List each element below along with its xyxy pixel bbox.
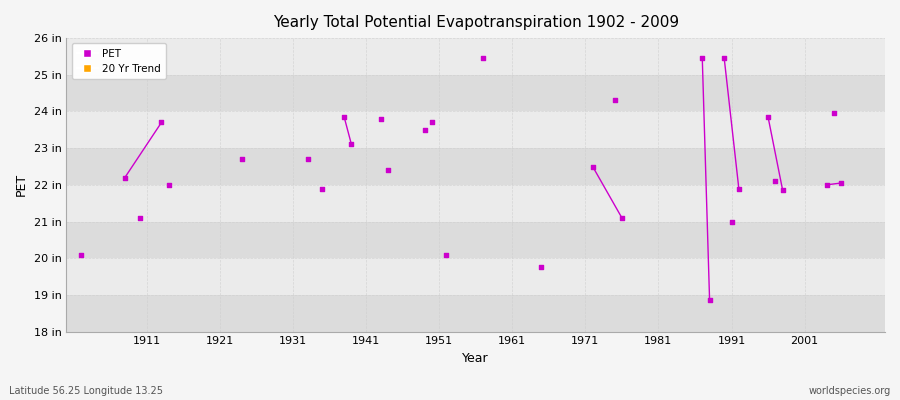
Text: worldspecies.org: worldspecies.org xyxy=(809,386,891,396)
Bar xyxy=(67,38,885,75)
Point xyxy=(608,97,622,104)
Point xyxy=(315,185,329,192)
Bar xyxy=(67,148,885,185)
Point xyxy=(74,251,88,258)
Point xyxy=(154,119,168,126)
Legend: PET, 20 Yr Trend: PET, 20 Yr Trend xyxy=(72,43,166,79)
Text: Latitude 56.25 Longitude 13.25: Latitude 56.25 Longitude 13.25 xyxy=(9,386,163,396)
Point xyxy=(769,178,783,184)
Point xyxy=(439,251,454,258)
Bar xyxy=(67,258,885,295)
Point xyxy=(161,182,176,188)
Point xyxy=(819,182,833,188)
Y-axis label: PET: PET xyxy=(15,173,28,196)
Point xyxy=(381,167,395,173)
Point xyxy=(132,215,147,221)
Point xyxy=(760,114,775,120)
Point xyxy=(535,264,549,270)
Point xyxy=(301,156,315,162)
Point xyxy=(834,180,849,186)
Point xyxy=(337,114,351,120)
Point xyxy=(418,127,432,133)
Point xyxy=(615,215,629,221)
Point xyxy=(476,55,491,62)
Point xyxy=(585,163,599,170)
Point xyxy=(374,116,388,122)
Bar xyxy=(67,75,885,112)
Title: Yearly Total Potential Evapotranspiration 1902 - 2009: Yearly Total Potential Evapotranspiratio… xyxy=(273,15,679,30)
Point xyxy=(118,174,132,181)
Bar xyxy=(67,222,885,258)
Point xyxy=(724,218,739,225)
Bar xyxy=(67,295,885,332)
Bar xyxy=(67,112,885,148)
Point xyxy=(776,187,790,194)
Point xyxy=(695,55,709,62)
Point xyxy=(732,185,746,192)
Bar xyxy=(67,185,885,222)
Point xyxy=(826,110,841,116)
X-axis label: Year: Year xyxy=(463,352,489,365)
Point xyxy=(235,156,249,162)
Point xyxy=(425,119,439,126)
Point xyxy=(717,55,732,62)
Point xyxy=(702,297,716,304)
Point xyxy=(345,141,359,148)
